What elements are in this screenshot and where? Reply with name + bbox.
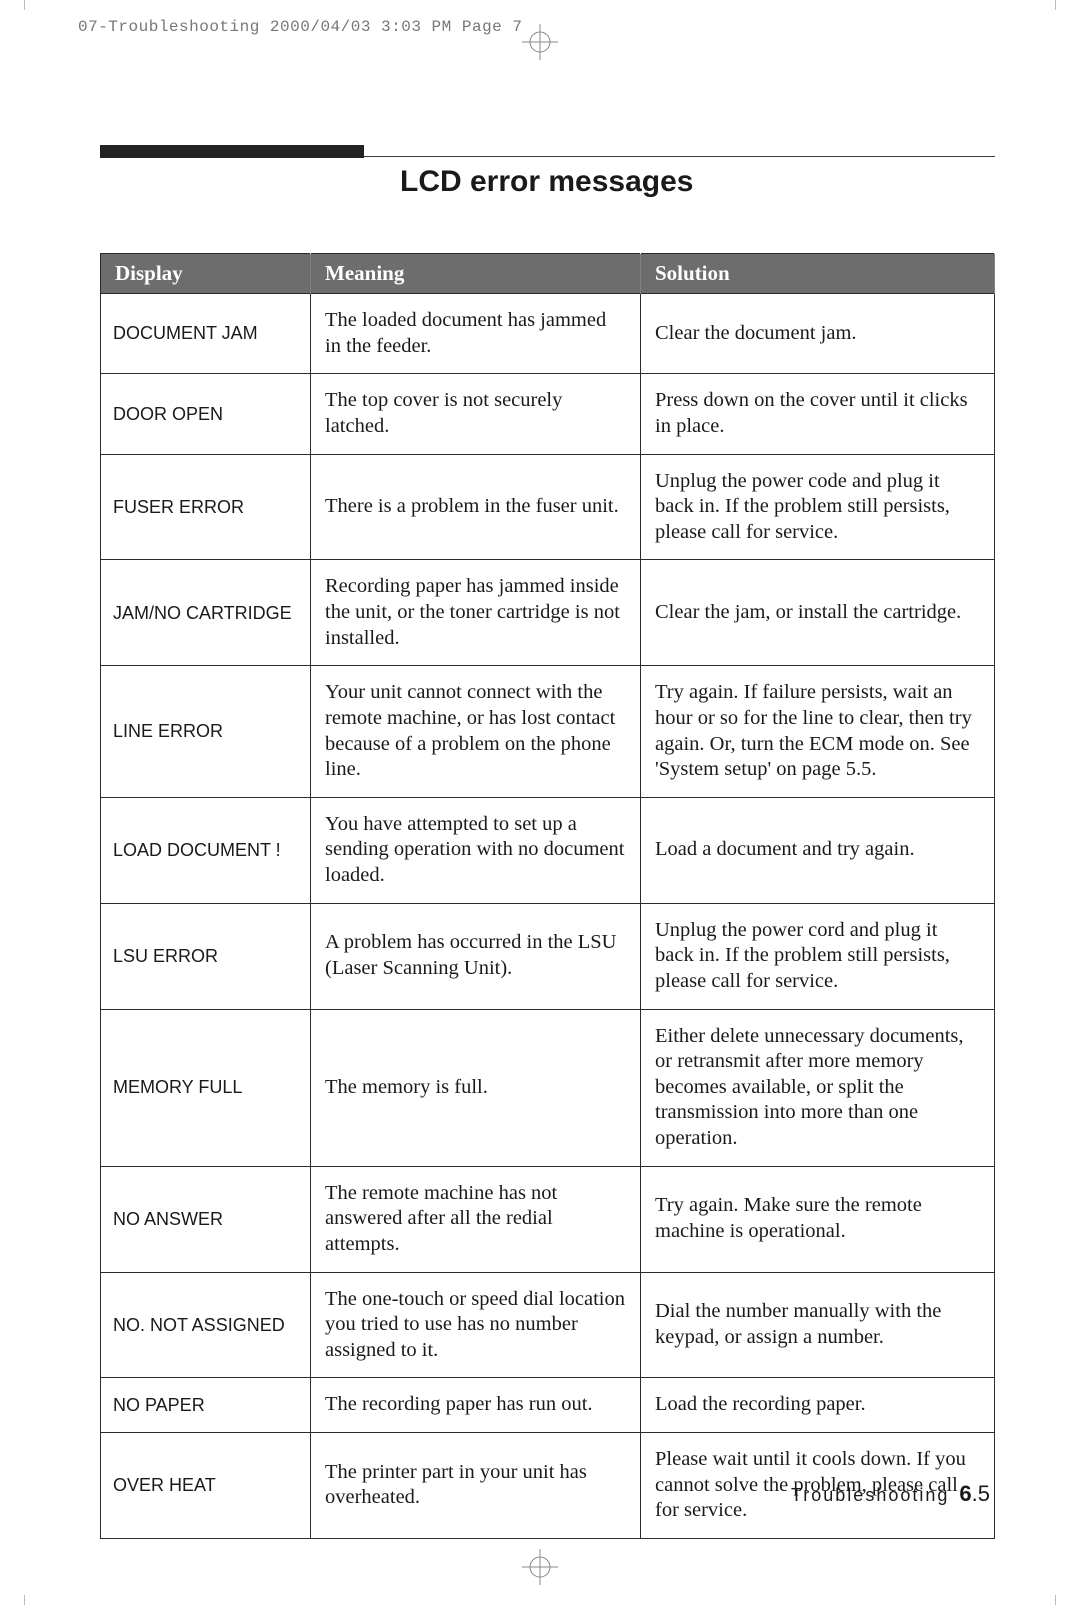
table-row: FUSER ERRORThere is a problem in the fus… [101,454,995,560]
cell-meaning: The remote machine has not answered afte… [311,1166,641,1272]
cell-solution: Unplug the power code and plug it back i… [641,454,995,560]
footer-page: 6.5 [959,1481,990,1506]
cell-display: NO. NOT ASSIGNED [101,1272,311,1378]
table-row: JAM/NO CARTRIDGERecording paper has jamm… [101,560,995,666]
table-row: MEMORY FULLThe memory is full.Either del… [101,1009,995,1166]
table-row: NO PAPERThe recording paper has run out.… [101,1378,995,1433]
cell-display: DOOR OPEN [101,374,311,454]
cell-display: NO ANSWER [101,1166,311,1272]
print-header-info: 07-Troubleshooting 2000/04/03 3:03 PM Pa… [78,18,522,36]
cell-meaning: The recording paper has run out. [311,1378,641,1433]
cell-display: JAM/NO CARTRIDGE [101,560,311,666]
cell-solution: Dial the number manually with the keypad… [641,1272,995,1378]
table-row: NO ANSWERThe remote machine has not answ… [101,1166,995,1272]
cell-meaning: The loaded document has jammed in the fe… [311,294,641,374]
cell-solution: Load the recording paper. [641,1378,995,1433]
cell-solution: Press down on the cover until it clicks … [641,374,995,454]
page-title: LCD error messages [400,165,995,199]
registration-mark-bottom-icon [520,1547,560,1587]
table-row: NO. NOT ASSIGNEDThe one-touch or speed d… [101,1272,995,1378]
cell-display: MEMORY FULL [101,1009,311,1166]
cell-solution: Load a document and try again. [641,797,995,903]
page-content: LCD error messages Display Meaning Solut… [100,145,995,1539]
cell-solution: Try again. If failure persists, wait an … [641,666,995,798]
error-messages-table: Display Meaning Solution DOCUMENT JAMThe… [100,253,995,1539]
cell-solution: Clear the jam, or install the cartridge. [641,560,995,666]
page-footer: Troubleshooting 6.5 [791,1481,990,1507]
cell-solution: Either delete unnecessary documents, or … [641,1009,995,1166]
cell-meaning: There is a problem in the fuser unit. [311,454,641,560]
table-row: LINE ERRORYour unit cannot connect with … [101,666,995,798]
cell-display: LINE ERROR [101,666,311,798]
cell-display: LOAD DOCUMENT ! [101,797,311,903]
col-meaning: Meaning [311,254,641,294]
cell-meaning: Recording paper has jammed inside the un… [311,560,641,666]
table-header-row: Display Meaning Solution [101,254,995,294]
cell-display: NO PAPER [101,1378,311,1433]
table-row: LOAD DOCUMENT !You have attempted to set… [101,797,995,903]
col-solution: Solution [641,254,995,294]
cell-meaning: Your unit cannot connect with the remote… [311,666,641,798]
table-row: LSU ERRORA problem has occurred in the L… [101,903,995,1009]
registration-mark-top-icon [520,22,560,62]
cell-solution: Try again. Make sure the remote machine … [641,1166,995,1272]
cell-solution: Clear the document jam. [641,294,995,374]
table-row: DOCUMENT JAMThe loaded document has jamm… [101,294,995,374]
cell-display: FUSER ERROR [101,454,311,560]
table-row: DOOR OPENThe top cover is not securely l… [101,374,995,454]
cell-meaning: You have attempted to set up a sending o… [311,797,641,903]
cell-meaning: The memory is full. [311,1009,641,1166]
cell-display: LSU ERROR [101,903,311,1009]
cell-meaning: A problem has occurred in the LSU (Laser… [311,903,641,1009]
cell-meaning: The one-touch or speed dial location you… [311,1272,641,1378]
cell-solution: Unplug the power cord and plug it back i… [641,903,995,1009]
cell-meaning: The top cover is not securely latched. [311,374,641,454]
title-rule [100,145,995,161]
col-display: Display [101,254,311,294]
footer-section: Troubleshooting [791,1485,949,1505]
cell-display: OVER HEAT [101,1433,311,1539]
cell-meaning: The printer part in your unit has overhe… [311,1433,641,1539]
cell-display: DOCUMENT JAM [101,294,311,374]
